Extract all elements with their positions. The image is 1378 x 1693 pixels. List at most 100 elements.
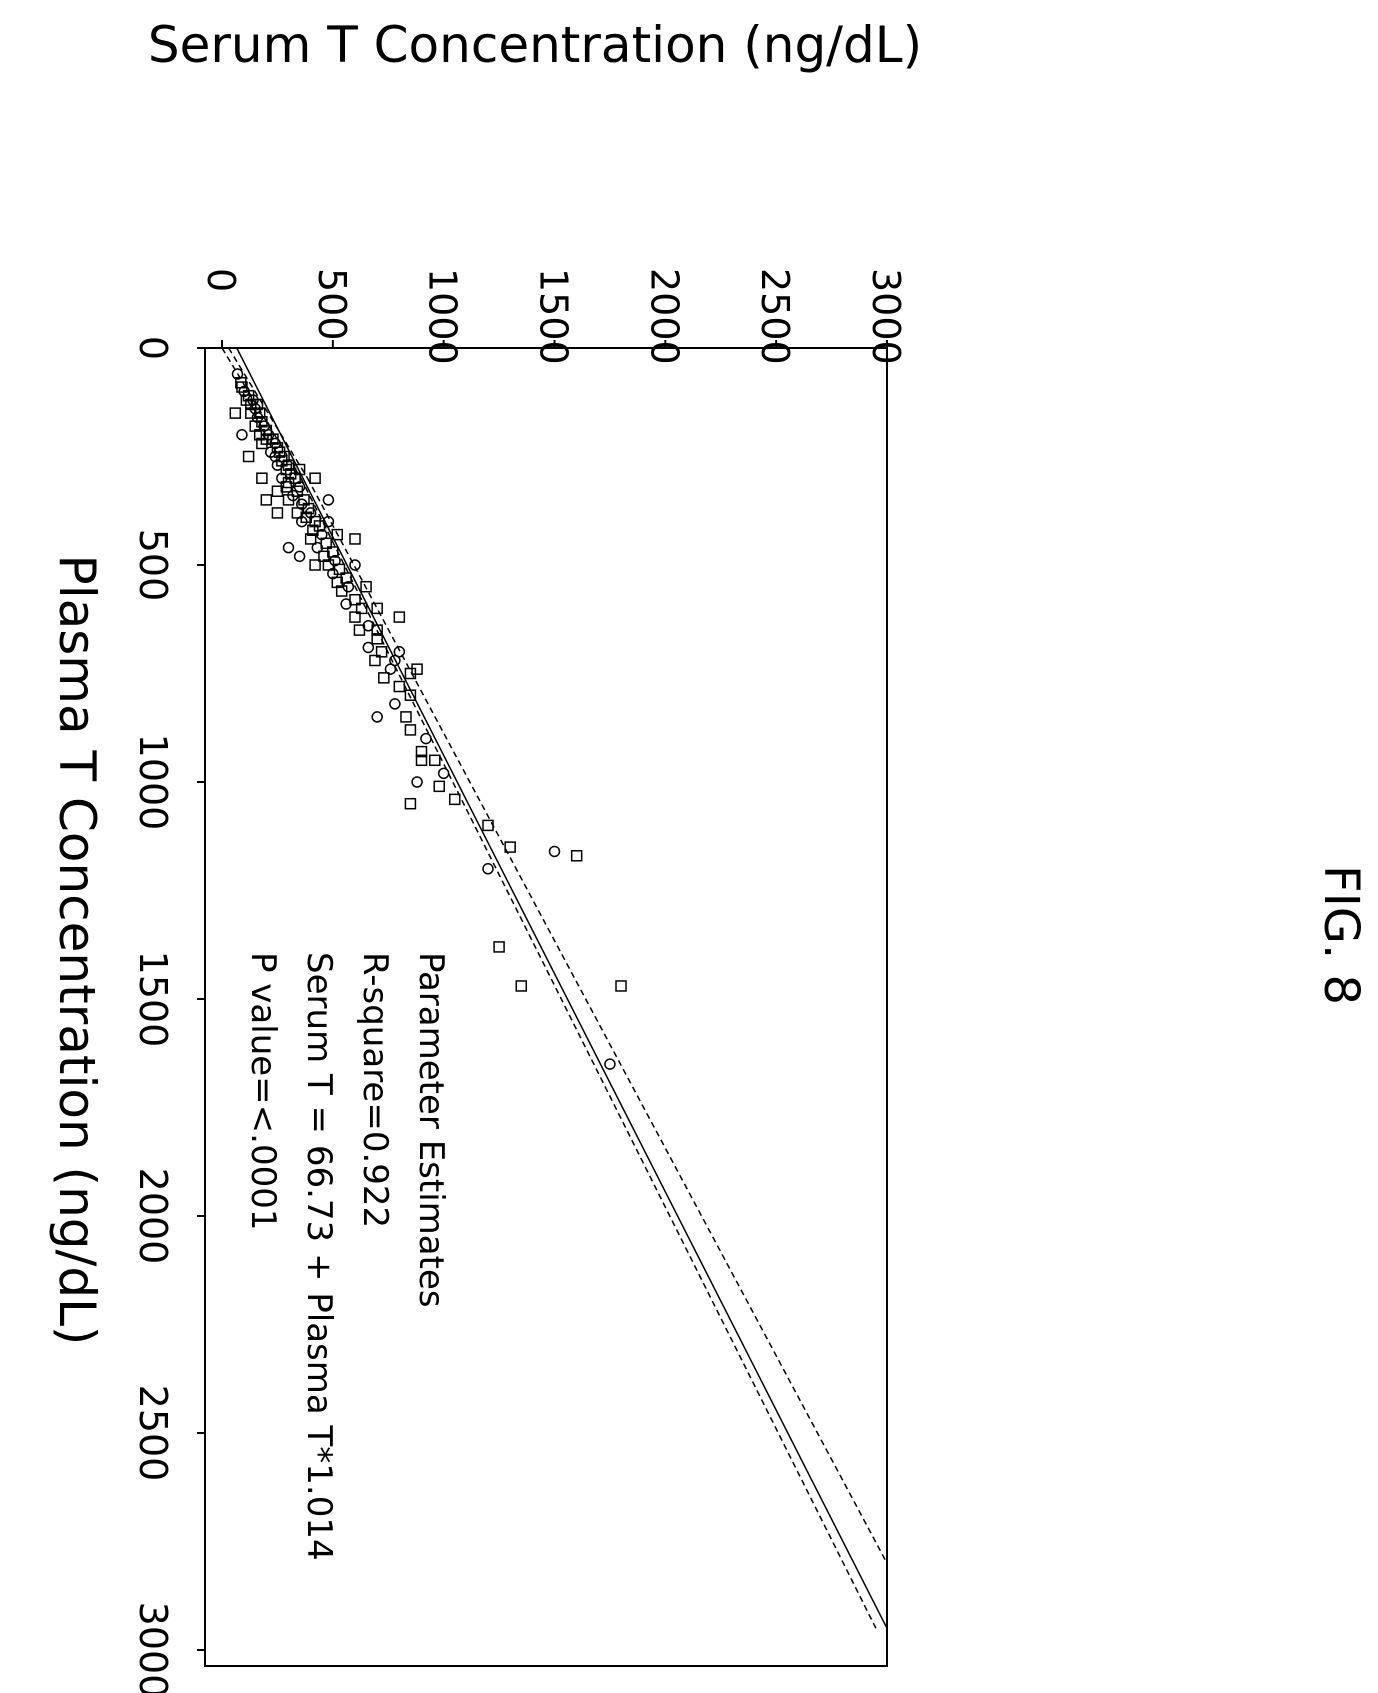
data-point xyxy=(360,580,372,593)
data-point xyxy=(331,528,344,541)
data-point xyxy=(320,537,332,550)
data-point xyxy=(322,515,335,528)
data-point xyxy=(355,602,368,615)
data-point xyxy=(260,494,273,506)
data-point xyxy=(378,672,390,684)
data-point xyxy=(242,450,255,463)
data-points xyxy=(229,368,627,1070)
data-point xyxy=(371,602,383,615)
data-point xyxy=(371,633,383,645)
data-point xyxy=(415,745,428,758)
data-point xyxy=(393,611,406,623)
data-point xyxy=(349,559,361,571)
annotation-line-1: Parameter Estimates xyxy=(411,952,451,1308)
data-point xyxy=(384,663,397,675)
data-point xyxy=(311,541,324,554)
data-point xyxy=(296,515,308,528)
data-point xyxy=(236,429,248,441)
data-point xyxy=(229,407,242,419)
data-point xyxy=(271,485,284,497)
y-axis-title: Serum T Concentration (ng/dL) xyxy=(148,16,922,74)
data-point xyxy=(404,724,417,736)
data-point xyxy=(433,780,445,793)
data-point xyxy=(437,767,450,780)
x-axis-ticks: 0 500 1000 1500 2000 2500 3000 xyxy=(131,336,205,1693)
data-point xyxy=(411,776,423,788)
data-point xyxy=(482,819,494,832)
data-point xyxy=(393,646,406,658)
data-point xyxy=(309,559,321,571)
data-point xyxy=(307,524,319,537)
data-point xyxy=(615,980,627,992)
y-tick-label: 2500 xyxy=(753,268,797,365)
y-axis-ticks: 0 500 1000 1500 2000 2500 3000 xyxy=(199,268,908,365)
x-tick-label: 1500 xyxy=(131,951,175,1048)
data-point xyxy=(353,624,366,636)
parameter-estimates: Parameter Estimates R-square=0.922 Serum… xyxy=(243,952,451,1561)
data-point xyxy=(570,850,583,862)
data-point xyxy=(493,941,505,953)
regression-line xyxy=(236,347,888,1629)
annotation-line-4: P value=<.0001 xyxy=(243,952,283,1231)
confidence-band-lower xyxy=(300,477,877,1629)
data-point xyxy=(420,732,432,745)
y-tick-label: 1000 xyxy=(421,268,465,365)
x-tick-label: 1000 xyxy=(131,734,175,831)
data-point xyxy=(400,711,412,723)
data-point xyxy=(369,654,381,667)
x-tick-label: 500 xyxy=(131,529,175,602)
data-point xyxy=(429,754,441,767)
data-point xyxy=(271,507,284,519)
x-tick-label: 2500 xyxy=(131,1385,175,1482)
data-point xyxy=(371,624,383,636)
data-point xyxy=(389,654,401,667)
y-tick-label: 0 xyxy=(199,268,243,292)
data-point xyxy=(548,845,561,858)
data-point xyxy=(375,646,388,658)
data-point xyxy=(349,593,361,606)
data-point xyxy=(340,598,352,610)
x-tick-label: 2000 xyxy=(131,1168,175,1265)
data-point xyxy=(415,754,428,767)
data-point xyxy=(404,797,417,810)
data-point xyxy=(293,550,306,563)
x-tick-label: 0 xyxy=(131,336,175,360)
confidence-band-upper xyxy=(306,477,888,1564)
confidence-band-upper xyxy=(228,347,309,479)
data-point xyxy=(293,463,306,476)
y-tick-label: 1500 xyxy=(532,268,576,365)
data-point xyxy=(349,533,361,545)
plot-area xyxy=(204,347,888,1667)
data-point xyxy=(282,494,295,506)
data-point xyxy=(411,663,423,675)
data-point xyxy=(482,863,494,875)
data-point xyxy=(335,585,348,597)
data-point xyxy=(393,680,406,693)
data-point xyxy=(504,841,516,853)
data-point xyxy=(449,793,461,806)
y-tick-label: 3000 xyxy=(864,268,908,365)
data-point xyxy=(304,533,317,545)
data-point xyxy=(256,472,268,484)
data-point xyxy=(515,980,527,992)
y-tick-label: 500 xyxy=(310,268,354,341)
data-point xyxy=(322,559,335,571)
x-tick-label: 3000 xyxy=(131,1602,175,1693)
data-point xyxy=(362,641,375,654)
data-point xyxy=(322,494,335,506)
data-point xyxy=(231,368,244,380)
data-point xyxy=(404,689,417,701)
data-point xyxy=(309,472,321,484)
data-point xyxy=(256,437,268,450)
y-tick-label: 2000 xyxy=(642,268,686,365)
figure-label: FIG. 8 xyxy=(1313,865,1369,1005)
data-point xyxy=(282,541,295,554)
annotation-line-2: R-square=0.922 xyxy=(355,952,395,1228)
data-point xyxy=(371,711,383,723)
annotation-line-3: Serum T = 66.73 + Plasma T*1.014 xyxy=(299,952,339,1561)
data-point xyxy=(349,611,361,623)
x-axis-title: Plasma T Concentration (ng/dL) xyxy=(48,555,106,1346)
data-point xyxy=(604,1058,616,1070)
data-point xyxy=(389,698,401,710)
